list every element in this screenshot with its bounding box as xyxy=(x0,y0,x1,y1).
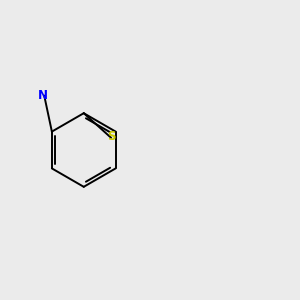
Text: S: S xyxy=(107,130,116,143)
Text: N: N xyxy=(38,89,48,102)
